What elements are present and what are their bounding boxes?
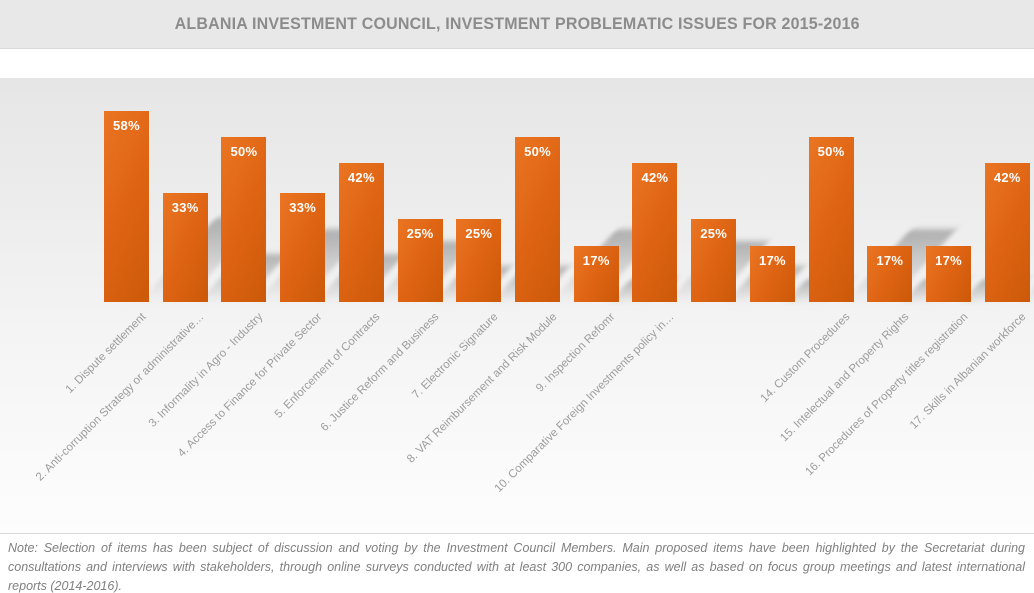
bar-slot: 25%: [691, 219, 806, 303]
bar-value-label: 25%: [465, 226, 493, 241]
bar-value-label: 17%: [935, 253, 963, 268]
bar-slot: 33% 4. Access to Finance for Private Sect…: [176, 193, 406, 460]
bar-slot: 25% 6. Justice Reform and Business: [319, 219, 512, 434]
bar-slot: 50% 3. Informality in Agro - Industry: [147, 137, 370, 430]
bars-row: 58% 1. Dispute settlement 33% 2. Anti-corru…: [34, 80, 1034, 495]
bar: 17%: [573, 246, 619, 302]
bar: 25%: [456, 219, 502, 302]
bar-slot: 42% 17. Skills in Albanian workforce: [908, 163, 1034, 432]
chart-title-band: ALBANIA INVESTMENT COUNCIL, INVESTMENT P…: [0, 0, 1034, 49]
bar-value-label: 42%: [641, 170, 669, 185]
bar-value-label: 25%: [700, 226, 728, 241]
bar-slot: 42% 5. Enforcement of Contracts: [273, 163, 476, 421]
bar-slot: 17% 16. Procedures of Property titles reg…: [803, 246, 1030, 478]
bar-value-label: 33%: [289, 200, 317, 215]
bar: 50%: [808, 137, 854, 302]
bar-slot: 42% 10. Comparative Foreign Investments p…: [493, 163, 770, 495]
bar-value-label: 33%: [171, 200, 199, 215]
bar-value-label: 50%: [817, 144, 845, 159]
bar: 25%: [691, 219, 737, 302]
bar-value-label: 50%: [230, 144, 258, 159]
bar: 17%: [749, 246, 795, 302]
bar: 42%: [984, 163, 1030, 302]
bar: 17%: [926, 246, 972, 302]
note-section: Note: Selection of items has been subjec…: [0, 533, 1034, 593]
bar: 33%: [280, 193, 326, 302]
bar-value-label: 42%: [993, 170, 1021, 185]
bar: 42%: [338, 163, 384, 302]
bar-value-label: 17%: [758, 253, 786, 268]
bar: 25%: [397, 219, 443, 302]
chart-title: ALBANIA INVESTMENT COUNCIL, INVESTMENT P…: [174, 14, 860, 33]
bar-value-label: 42%: [347, 170, 375, 185]
bar-slot: 50% 14. Custom Procedures: [759, 137, 957, 405]
bar-value-label: 50%: [524, 144, 551, 159]
bar-slot: 17% 9. Inspection Refomr: [534, 246, 678, 395]
bar-value-label: 17%: [876, 253, 904, 268]
note-text: Note: Selection of items has been subjec…: [8, 541, 1025, 593]
bar-value-label: 17%: [582, 253, 610, 268]
bar: 50%: [221, 137, 267, 302]
bar-slot: 25% 7. Electronic Signature: [410, 219, 571, 401]
bar-slot: 33% 2. Anti-corruption Strategy or admini…: [34, 193, 288, 484]
bar-value-label: 58%: [113, 118, 140, 133]
bar-slot: 17% 15. Intelectual and Property Rights: [778, 246, 971, 444]
bar: 33%: [162, 193, 208, 302]
bar-value-label: 25%: [406, 226, 434, 241]
bar-slot: 58% 1. Dispute settlement: [63, 111, 263, 396]
bar: 42%: [632, 163, 678, 302]
bar: 17%: [867, 246, 913, 302]
bar: 50%: [515, 137, 561, 302]
bar: 58%: [104, 111, 149, 302]
bar-slot: 17%: [749, 246, 854, 303]
bar-slot: 50% 8. VAT Reimbursement and Risk Module: [405, 137, 663, 465]
